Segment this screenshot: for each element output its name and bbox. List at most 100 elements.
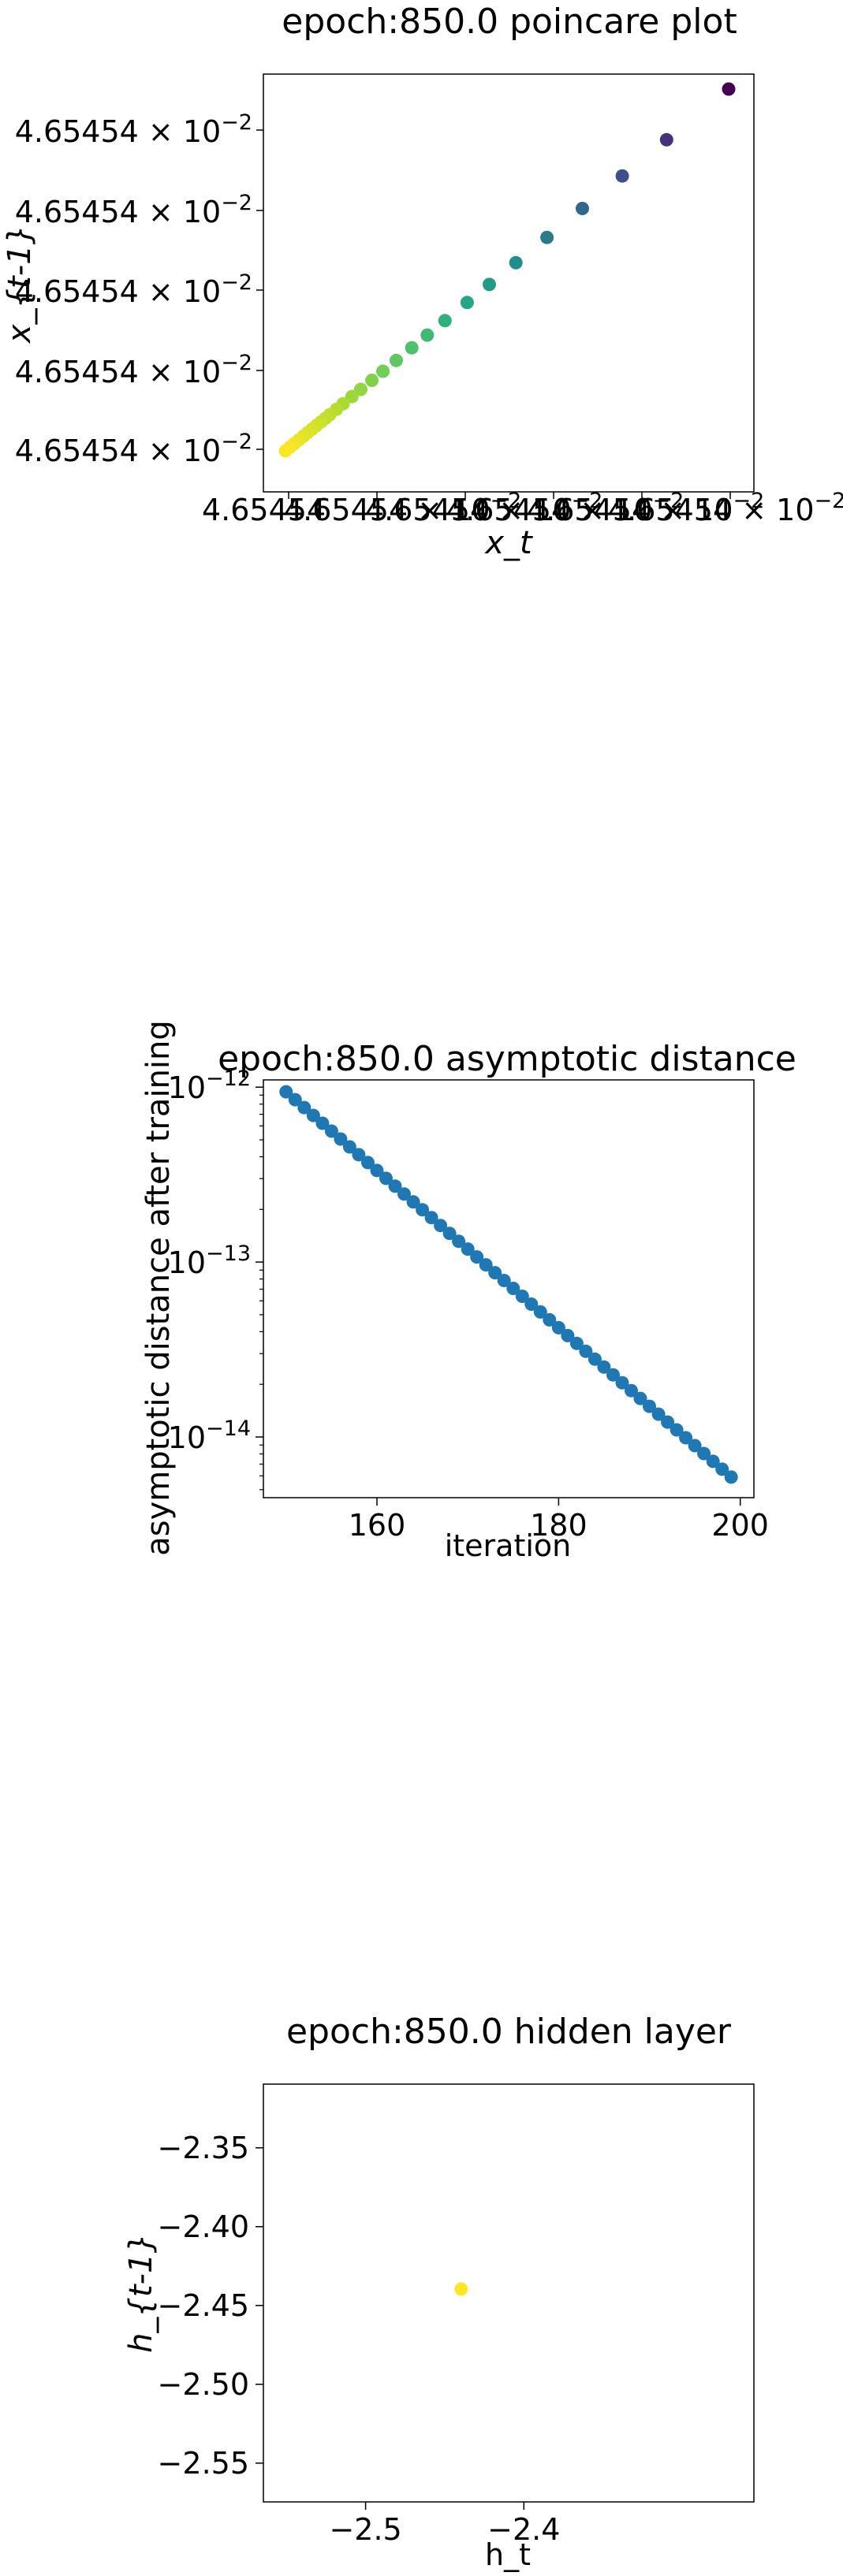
asymptotic-x-tick-label: 180	[530, 1508, 587, 1543]
asymptotic-x-axis-label: iteration	[445, 1528, 572, 1563]
poincare-y-tick-label: 4.65454 × 10−2	[15, 351, 252, 389]
poincare-x-tick-label: 4.65454	[202, 493, 326, 527]
asymptotic-point	[515, 1290, 529, 1303]
poincare-points	[278, 82, 736, 458]
asymptotic-x-tick-label: 160	[349, 1508, 406, 1543]
hidden-layer-plot-frame	[263, 2083, 755, 2503]
asymptotic-point	[452, 1234, 466, 1249]
asymptotic-point	[424, 1211, 438, 1225]
asymptotic-point	[416, 1203, 430, 1217]
asymptotic-point	[633, 1391, 647, 1405]
poincare-point	[376, 364, 390, 378]
asymptotic-point	[569, 1336, 584, 1350]
poincare-point	[483, 277, 496, 292]
asymptotic-point	[306, 1108, 320, 1122]
asymptotic-point	[361, 1156, 375, 1170]
hidden-layer-y-tick-label: −2.55	[158, 2446, 249, 2481]
hidden-layer-y-tick-label: −2.40	[158, 2209, 249, 2244]
hidden-layer-x-axis-label: h_t	[485, 2537, 531, 2572]
asymptotic-point	[279, 1085, 293, 1099]
asymptotic-point	[543, 1312, 557, 1327]
asymptotic-point	[661, 1415, 675, 1429]
asymptotic-point	[397, 1187, 411, 1201]
asymptotic-point	[352, 1148, 366, 1162]
asymptotic-point	[651, 1407, 666, 1421]
poincare-point	[615, 169, 629, 183]
asymptotic-point	[561, 1328, 575, 1342]
asymptotic-chart: epoch:850.0 asymptotic distance 10−1410−…	[140, 1020, 796, 1563]
asymptotic-y-axis-label: asymptotic distance after training	[140, 1020, 177, 1556]
asymptotic-point	[324, 1124, 338, 1138]
poincare-point	[722, 82, 736, 96]
asymptotic-point	[688, 1439, 702, 1453]
asymptotic-point	[315, 1116, 330, 1130]
poincare-point	[365, 374, 379, 387]
asymptotic-point	[434, 1219, 448, 1233]
hidden-layer-y-axis-label: h_{t-1}	[123, 2233, 159, 2353]
hidden-layer-x-tick-label: −2.5	[329, 2512, 401, 2547]
hidden-layer-points	[454, 2282, 468, 2296]
asymptotic-point	[579, 1344, 593, 1358]
asymptotic-point	[388, 1179, 402, 1193]
poincare-y-tick-label: 4.65454 × 10−2	[15, 270, 252, 309]
asymptotic-point	[479, 1258, 493, 1272]
asymptotic-point	[697, 1446, 711, 1461]
poincare-title: epoch:850.0 poincare plot	[282, 2, 737, 42]
poincare-point	[390, 353, 403, 367]
asymptotic-point	[606, 1368, 620, 1382]
poincare-y-tick-label: 4.65454 × 10−2	[15, 191, 252, 229]
hidden-layer-x-tick-label: −2.4	[487, 2512, 560, 2547]
asymptotic-point	[506, 1282, 520, 1295]
hidden-layer-point	[454, 2282, 468, 2296]
poincare-plot-frame	[263, 73, 755, 493]
poincare-point	[576, 202, 589, 215]
hidden-layer-y-tick-label: −2.35	[158, 2131, 249, 2165]
hidden-layer-chart: epoch:850.0 hidden layer −2.35 −2.40 −2.45…	[123, 2012, 755, 2572]
poincare-point	[460, 296, 474, 310]
asymptotic-point	[442, 1227, 457, 1241]
asymptotic-point	[715, 1462, 729, 1476]
asymptotic-y-ticks: 10−14 10−13 10−12	[168, 1067, 263, 1491]
asymptotic-point	[488, 1266, 502, 1280]
asymptotic-point	[679, 1431, 693, 1445]
asymptotic-point	[379, 1171, 393, 1186]
asymptotic-point	[615, 1375, 629, 1390]
asymptotic-point	[706, 1454, 720, 1469]
poincare-x-axis-label: x_t	[483, 525, 533, 561]
asymptotic-point	[497, 1274, 511, 1287]
asymptotic-point	[288, 1093, 302, 1107]
asymptotic-title: epoch:850.0 asymptotic distance	[218, 1039, 796, 1079]
poincare-x-ticks: 4.65454 4.65454 × 10−2 4.65454 × 10−2 4.…	[202, 489, 843, 527]
asymptotic-y-tick-label: 10−12	[168, 1067, 251, 1105]
poincare-x-tick-label: 4.65454 × 10−2	[608, 489, 843, 527]
asymptotic-point	[670, 1423, 684, 1437]
asymptotic-point	[643, 1399, 656, 1413]
poincare-point	[420, 328, 435, 342]
hidden-layer-x-ticks: −2.5 −2.4	[329, 2502, 560, 2547]
asymptotic-point	[724, 1470, 738, 1484]
poincare-point	[438, 314, 452, 328]
asymptotic-point	[625, 1383, 638, 1398]
asymptotic-y-tick-label: 10−14	[168, 1416, 251, 1455]
asymptotic-point	[470, 1250, 484, 1264]
asymptotic-point	[597, 1360, 611, 1374]
poincare-point	[405, 341, 419, 355]
hidden-layer-y-ticks: −2.35 −2.40 −2.45 −2.50 −2.55	[158, 2131, 263, 2481]
poincare-point	[345, 389, 359, 404]
asymptotic-point	[342, 1140, 356, 1154]
asymptotic-point	[406, 1195, 420, 1209]
asymptotic-x-tick-label: 200	[711, 1508, 769, 1543]
hidden-layer-title: epoch:850.0 hidden layer	[286, 2012, 732, 2052]
asymptotic-point	[370, 1163, 384, 1178]
poincare-point	[540, 230, 554, 244]
poincare-x-tick-label: 4.65454 × 10−2	[527, 489, 764, 527]
poincare-point	[278, 444, 293, 458]
hidden-layer-y-tick-label: −2.45	[158, 2288, 249, 2323]
asymptotic-point	[524, 1297, 539, 1311]
poincare-x-tick-label: 4.65454 × 10−2	[365, 489, 602, 527]
asymptotic-point	[297, 1100, 311, 1115]
poincare-y-tick-label: 4.65454 × 10−2	[15, 110, 252, 149]
asymptotic-point	[334, 1132, 348, 1146]
asymptotic-point	[533, 1305, 547, 1319]
